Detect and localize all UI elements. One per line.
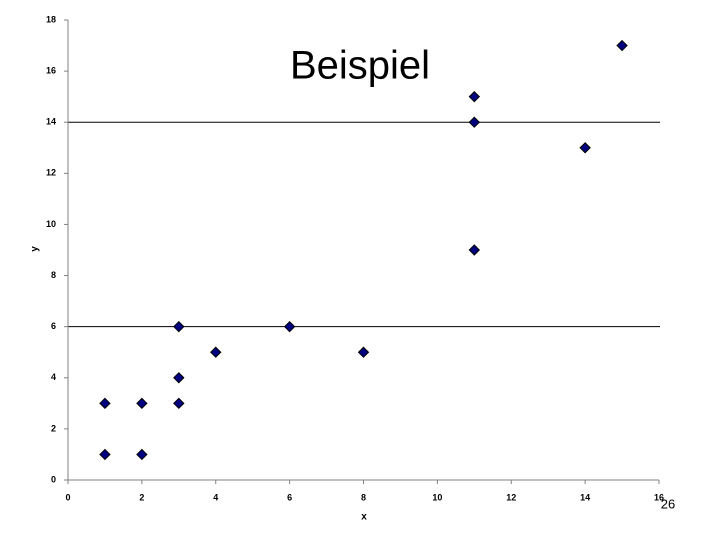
page-number: 26 xyxy=(661,496,675,511)
data-point xyxy=(99,448,111,461)
y-axis-label: y xyxy=(30,246,41,252)
y-tick-label: 14 xyxy=(46,117,56,127)
data-point xyxy=(173,372,185,384)
data-point xyxy=(283,320,296,333)
x-tick-label: 16 xyxy=(654,492,664,502)
x-axis-label: x xyxy=(361,512,367,523)
y-tick-label: 18 xyxy=(46,14,56,24)
x-tick-label: 0 xyxy=(65,492,70,502)
data-point xyxy=(173,320,185,333)
y-tick-label: 10 xyxy=(46,219,56,229)
data-point xyxy=(468,90,481,103)
y-tick-label: 6 xyxy=(51,321,56,331)
x-tick-label: 6 xyxy=(287,492,292,502)
y-tick-label: 12 xyxy=(46,168,56,178)
x-tick-label: 14 xyxy=(580,492,590,502)
data-point xyxy=(579,142,591,154)
data-point xyxy=(173,397,185,410)
chart-title: Beispiel xyxy=(290,44,430,88)
x-tick-label: 2 xyxy=(139,492,144,502)
y-tick-label: 8 xyxy=(51,270,56,280)
y-tick-label: 0 xyxy=(51,474,56,484)
y-tick-label: 2 xyxy=(51,423,56,433)
x-tick-label: 10 xyxy=(432,492,442,502)
data-point xyxy=(210,346,222,358)
data-point xyxy=(99,397,111,410)
data-point xyxy=(357,346,370,358)
data-point xyxy=(468,116,481,128)
data-point xyxy=(136,448,148,461)
y-tick-label: 4 xyxy=(51,372,56,382)
data-point xyxy=(468,244,481,256)
y-tick-label: 16 xyxy=(46,65,56,75)
x-tick-label: 4 xyxy=(213,492,218,502)
x-tick-label: 8 xyxy=(361,492,366,502)
data-point xyxy=(616,39,628,52)
x-tick-label: 12 xyxy=(506,492,516,502)
data-point xyxy=(136,397,148,410)
